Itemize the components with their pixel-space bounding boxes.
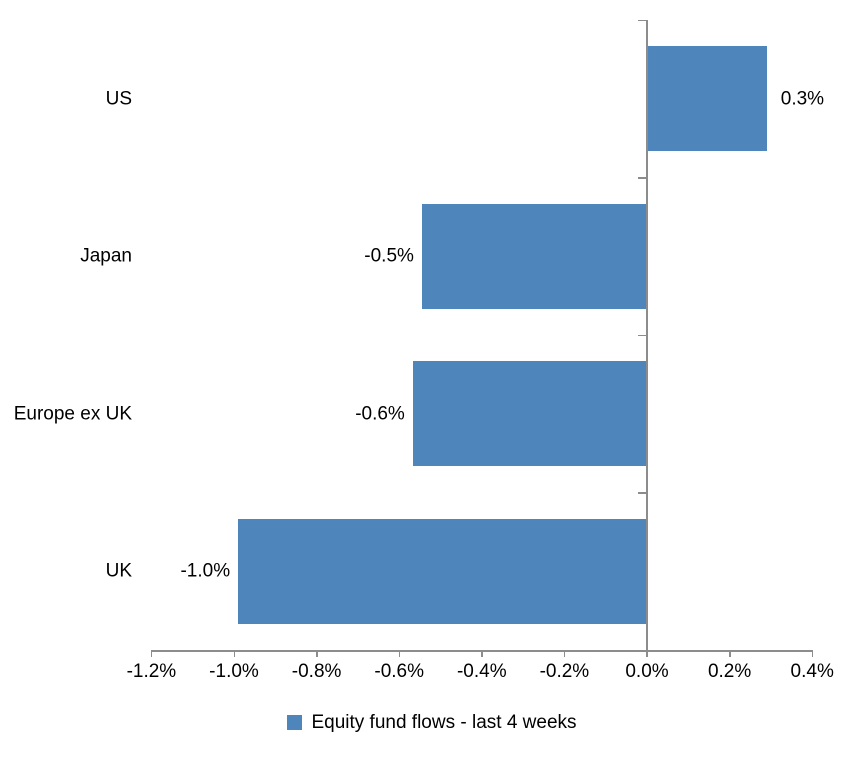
legend-swatch-icon	[287, 715, 303, 730]
category-label: US	[105, 88, 132, 110]
value-axis-tick	[150, 650, 153, 657]
category-axis-tick	[638, 492, 647, 494]
value-axis-tick	[729, 650, 731, 657]
category-axis-line	[646, 20, 648, 657]
bar-value-label: -0.6%	[355, 403, 405, 425]
value-axis-tick	[233, 650, 235, 657]
value-axis-tick-label: 0.0%	[625, 661, 669, 682]
value-axis-tick-label: -0.6%	[374, 661, 425, 682]
bar	[421, 203, 647, 309]
category-axis-tick	[638, 19, 647, 21]
value-axis-tick-label: -0.2%	[539, 661, 590, 682]
value-axis-tick	[811, 650, 814, 657]
category-axis-tick	[638, 177, 647, 179]
bar	[647, 46, 767, 152]
category-label: Japan	[80, 245, 132, 267]
legend: Equity fund flows - last 4 weeks	[6, 712, 852, 733]
value-axis-tick	[398, 650, 401, 657]
category-label: Europe ex UK	[13, 403, 132, 425]
bar-value-label: -0.5%	[364, 245, 414, 267]
bar	[238, 518, 647, 624]
bar-value-label: 0.3%	[780, 88, 825, 110]
category-label: UK	[105, 560, 132, 582]
value-axis-tick-label: -0.4%	[456, 661, 507, 682]
value-axis-tick	[316, 650, 318, 657]
bar-value-label: -1.0%	[180, 560, 231, 582]
value-axis-tick-label: 0.4%	[790, 661, 834, 682]
value-axis-tick-label: -1.2%	[126, 661, 177, 682]
bar	[412, 361, 647, 467]
legend-label: Equity fund flows - last 4 weeks	[311, 712, 577, 733]
value-axis-tick	[563, 650, 566, 657]
value-axis-tick	[481, 650, 483, 657]
value-axis-tick	[646, 650, 648, 657]
value-axis-tick-label: 0.2%	[707, 661, 752, 682]
value-axis-tick-label: -0.8%	[291, 661, 342, 682]
category-axis-tick	[638, 334, 647, 336]
value-axis-tick-label: -1.0%	[209, 661, 259, 682]
